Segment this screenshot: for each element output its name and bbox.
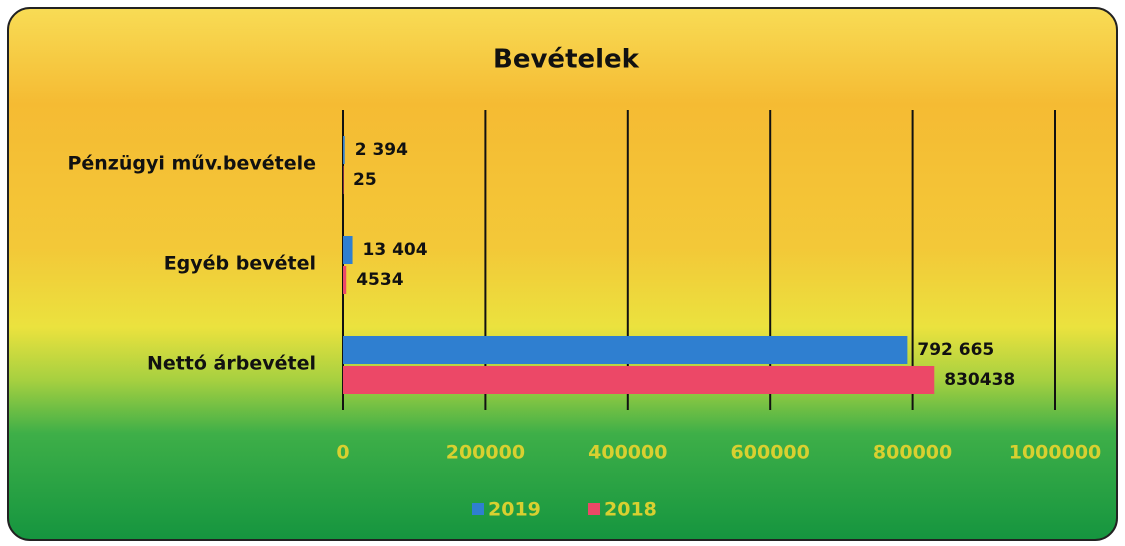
data-label: 792 665 [917,340,994,360]
y-tick-label: Nettó árbevétel [147,353,316,375]
data-label: 4534 [356,270,403,290]
data-label: 13 404 [363,240,428,260]
legend-label: 2018 [604,499,657,521]
bar [343,336,908,364]
legend-label: 2019 [488,499,541,521]
y-tick-label: Egyéb bevétel [164,253,316,275]
x-tick-label: 1000000 [1009,442,1102,464]
data-label: 2 394 [355,140,408,160]
bar [343,366,935,394]
chart-background [7,7,1118,541]
x-tick-label: 400000 [588,442,667,464]
chart-title: Bevételek [493,45,640,75]
x-tick-label: 600000 [731,442,810,464]
bar [343,266,347,294]
legend-swatch [588,503,600,515]
bar [343,166,344,194]
y-tick-label: Pénzügyi műv.bevétele [67,153,316,175]
x-tick-label: 200000 [446,442,525,464]
bar [343,136,345,164]
x-tick-label: 800000 [873,442,952,464]
bar [343,236,353,264]
data-label: 830438 [944,370,1015,390]
x-tick-label: 0 [336,442,349,464]
legend-swatch [472,503,484,515]
data-label: 25 [353,170,377,190]
